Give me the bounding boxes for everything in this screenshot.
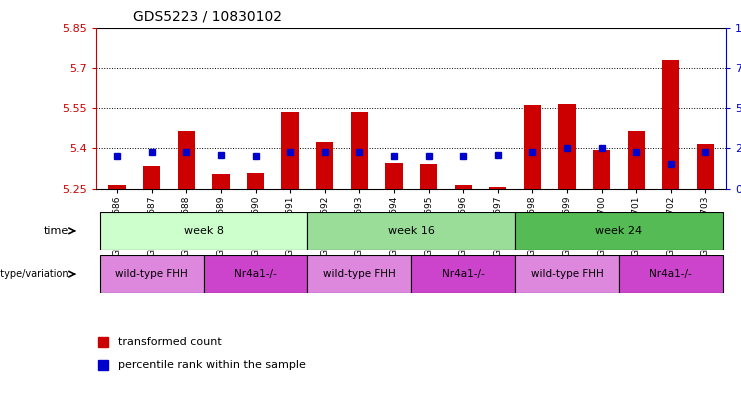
Bar	[143, 166, 160, 189]
Text: percentile rank within the sample: percentile rank within the sample	[119, 360, 306, 371]
Bar	[619, 255, 722, 293]
Bar	[350, 112, 368, 189]
Text: wild-type FHH: wild-type FHH	[116, 269, 188, 279]
Text: wild-type FHH: wild-type FHH	[323, 269, 396, 279]
Bar	[697, 144, 714, 189]
Bar	[178, 131, 195, 189]
Bar	[385, 163, 402, 189]
Bar	[628, 131, 645, 189]
Bar	[662, 60, 679, 189]
Bar	[420, 164, 437, 189]
Bar	[489, 187, 506, 189]
Text: week 24: week 24	[595, 226, 642, 236]
Bar	[100, 255, 204, 293]
Bar	[411, 255, 515, 293]
Text: transformed count: transformed count	[119, 337, 222, 347]
Bar	[515, 255, 619, 293]
Text: week 8: week 8	[184, 226, 224, 236]
Bar	[108, 185, 126, 189]
Text: week 16: week 16	[388, 226, 435, 236]
Bar	[515, 212, 722, 250]
Bar	[100, 212, 308, 250]
Bar	[212, 174, 230, 189]
Bar	[593, 150, 611, 189]
Bar	[308, 212, 515, 250]
Bar	[454, 185, 472, 189]
Bar	[558, 104, 576, 189]
Text: genotype/variation: genotype/variation	[0, 269, 70, 279]
Text: time: time	[44, 226, 70, 236]
Bar	[524, 105, 541, 189]
Bar	[316, 141, 333, 189]
Text: Nr4a1-/-: Nr4a1-/-	[442, 269, 485, 279]
Bar	[247, 173, 265, 189]
Text: Nr4a1-/-: Nr4a1-/-	[649, 269, 692, 279]
Text: wild-type FHH: wild-type FHH	[531, 269, 603, 279]
Bar	[308, 255, 411, 293]
Text: Nr4a1-/-: Nr4a1-/-	[234, 269, 277, 279]
Bar	[282, 112, 299, 189]
Bar	[204, 255, 308, 293]
Text: GDS5223 / 10830102: GDS5223 / 10830102	[133, 9, 282, 24]
